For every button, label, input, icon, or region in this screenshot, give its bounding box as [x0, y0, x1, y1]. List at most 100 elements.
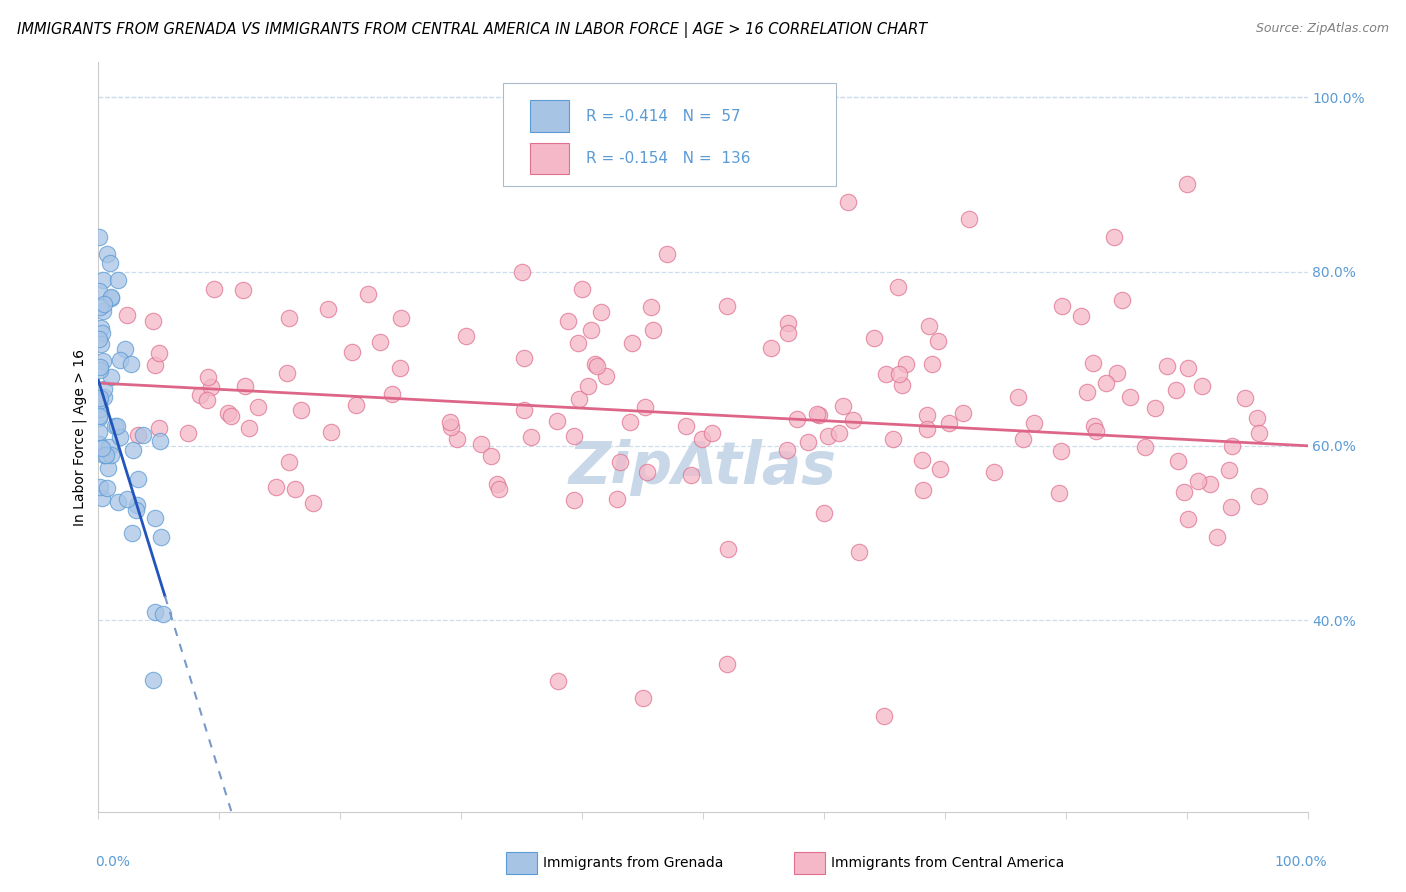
- Point: [1070, 309, 1092, 323]
- Point: [454, 328, 477, 343]
- Point: [90, 337, 112, 351]
- Point: [776, 443, 799, 458]
- Point: [197, 370, 219, 384]
- Point: [1105, 366, 1128, 380]
- Point: [1187, 474, 1209, 488]
- Point: [368, 334, 391, 349]
- Point: [759, 342, 782, 356]
- Point: [143, 359, 166, 373]
- Point: [690, 432, 713, 446]
- Point: [1218, 463, 1240, 477]
- Point: [595, 369, 617, 384]
- Point: [93, 354, 115, 368]
- Point: [284, 482, 307, 496]
- Point: [568, 392, 591, 406]
- Point: [357, 287, 380, 301]
- Point: [619, 415, 641, 429]
- Point: [1050, 300, 1073, 314]
- Point: [890, 377, 912, 392]
- Point: [1119, 390, 1142, 404]
- Point: [806, 407, 828, 421]
- Point: [470, 437, 492, 451]
- Point: [882, 432, 904, 446]
- Point: [87, 332, 110, 346]
- Point: [1173, 484, 1195, 499]
- Point: [1247, 489, 1270, 503]
- FancyBboxPatch shape: [503, 83, 837, 186]
- Point: [149, 434, 172, 449]
- Point: [1049, 485, 1071, 500]
- Point: [1249, 426, 1271, 441]
- Point: [1177, 361, 1199, 376]
- Point: [488, 482, 510, 496]
- Point: [87, 284, 110, 298]
- Point: [121, 526, 143, 541]
- Point: [1233, 391, 1256, 405]
- Point: [233, 379, 256, 393]
- Point: [91, 441, 114, 455]
- Point: [609, 455, 631, 469]
- Point: [1167, 453, 1189, 467]
- FancyBboxPatch shape: [530, 143, 569, 174]
- Point: [89, 409, 111, 423]
- Point: [952, 407, 974, 421]
- Point: [631, 691, 654, 706]
- Point: [983, 465, 1005, 479]
- Point: [1111, 293, 1133, 307]
- Point: [108, 430, 131, 444]
- Point: [195, 392, 218, 407]
- Point: [98, 440, 121, 454]
- Point: [93, 448, 115, 462]
- Point: [278, 310, 301, 325]
- Point: [90, 326, 112, 340]
- Point: [94, 448, 117, 462]
- Point: [87, 229, 110, 244]
- Text: 0.0%: 0.0%: [96, 855, 131, 869]
- Point: [957, 212, 980, 227]
- Point: [202, 282, 225, 296]
- Point: [634, 400, 657, 414]
- Point: [911, 453, 934, 467]
- Point: [97, 461, 120, 475]
- Point: [776, 316, 799, 330]
- Point: [1050, 443, 1073, 458]
- Point: [87, 436, 110, 450]
- Y-axis label: In Labor Force | Age > 16: In Labor Force | Age > 16: [73, 349, 87, 525]
- Point: [110, 353, 132, 368]
- Point: [115, 309, 138, 323]
- Point: [702, 426, 724, 441]
- Point: [277, 455, 299, 469]
- Point: [127, 472, 149, 486]
- Point: [655, 247, 678, 261]
- Point: [114, 342, 136, 356]
- Point: [107, 495, 129, 509]
- Point: [446, 432, 468, 446]
- Point: [813, 506, 835, 520]
- Point: [104, 418, 127, 433]
- Point: [1085, 424, 1108, 438]
- Point: [915, 408, 938, 422]
- Point: [1246, 410, 1268, 425]
- Point: [589, 305, 612, 319]
- Point: [918, 318, 941, 333]
- Text: Source: ZipAtlas.com: Source: ZipAtlas.com: [1256, 22, 1389, 36]
- Point: [486, 476, 509, 491]
- Point: [887, 367, 910, 381]
- Point: [143, 511, 166, 525]
- Point: [127, 498, 149, 512]
- Point: [915, 421, 938, 435]
- Point: [91, 491, 114, 505]
- Point: [1095, 376, 1118, 390]
- Point: [276, 366, 298, 380]
- Point: [200, 380, 222, 394]
- Point: [150, 530, 173, 544]
- Point: [143, 605, 166, 619]
- Point: [152, 607, 174, 621]
- Point: [89, 363, 111, 377]
- Point: [107, 273, 129, 287]
- Point: [93, 390, 115, 404]
- Point: [264, 480, 287, 494]
- Point: [564, 493, 586, 508]
- Point: [606, 492, 628, 507]
- Point: [132, 428, 155, 442]
